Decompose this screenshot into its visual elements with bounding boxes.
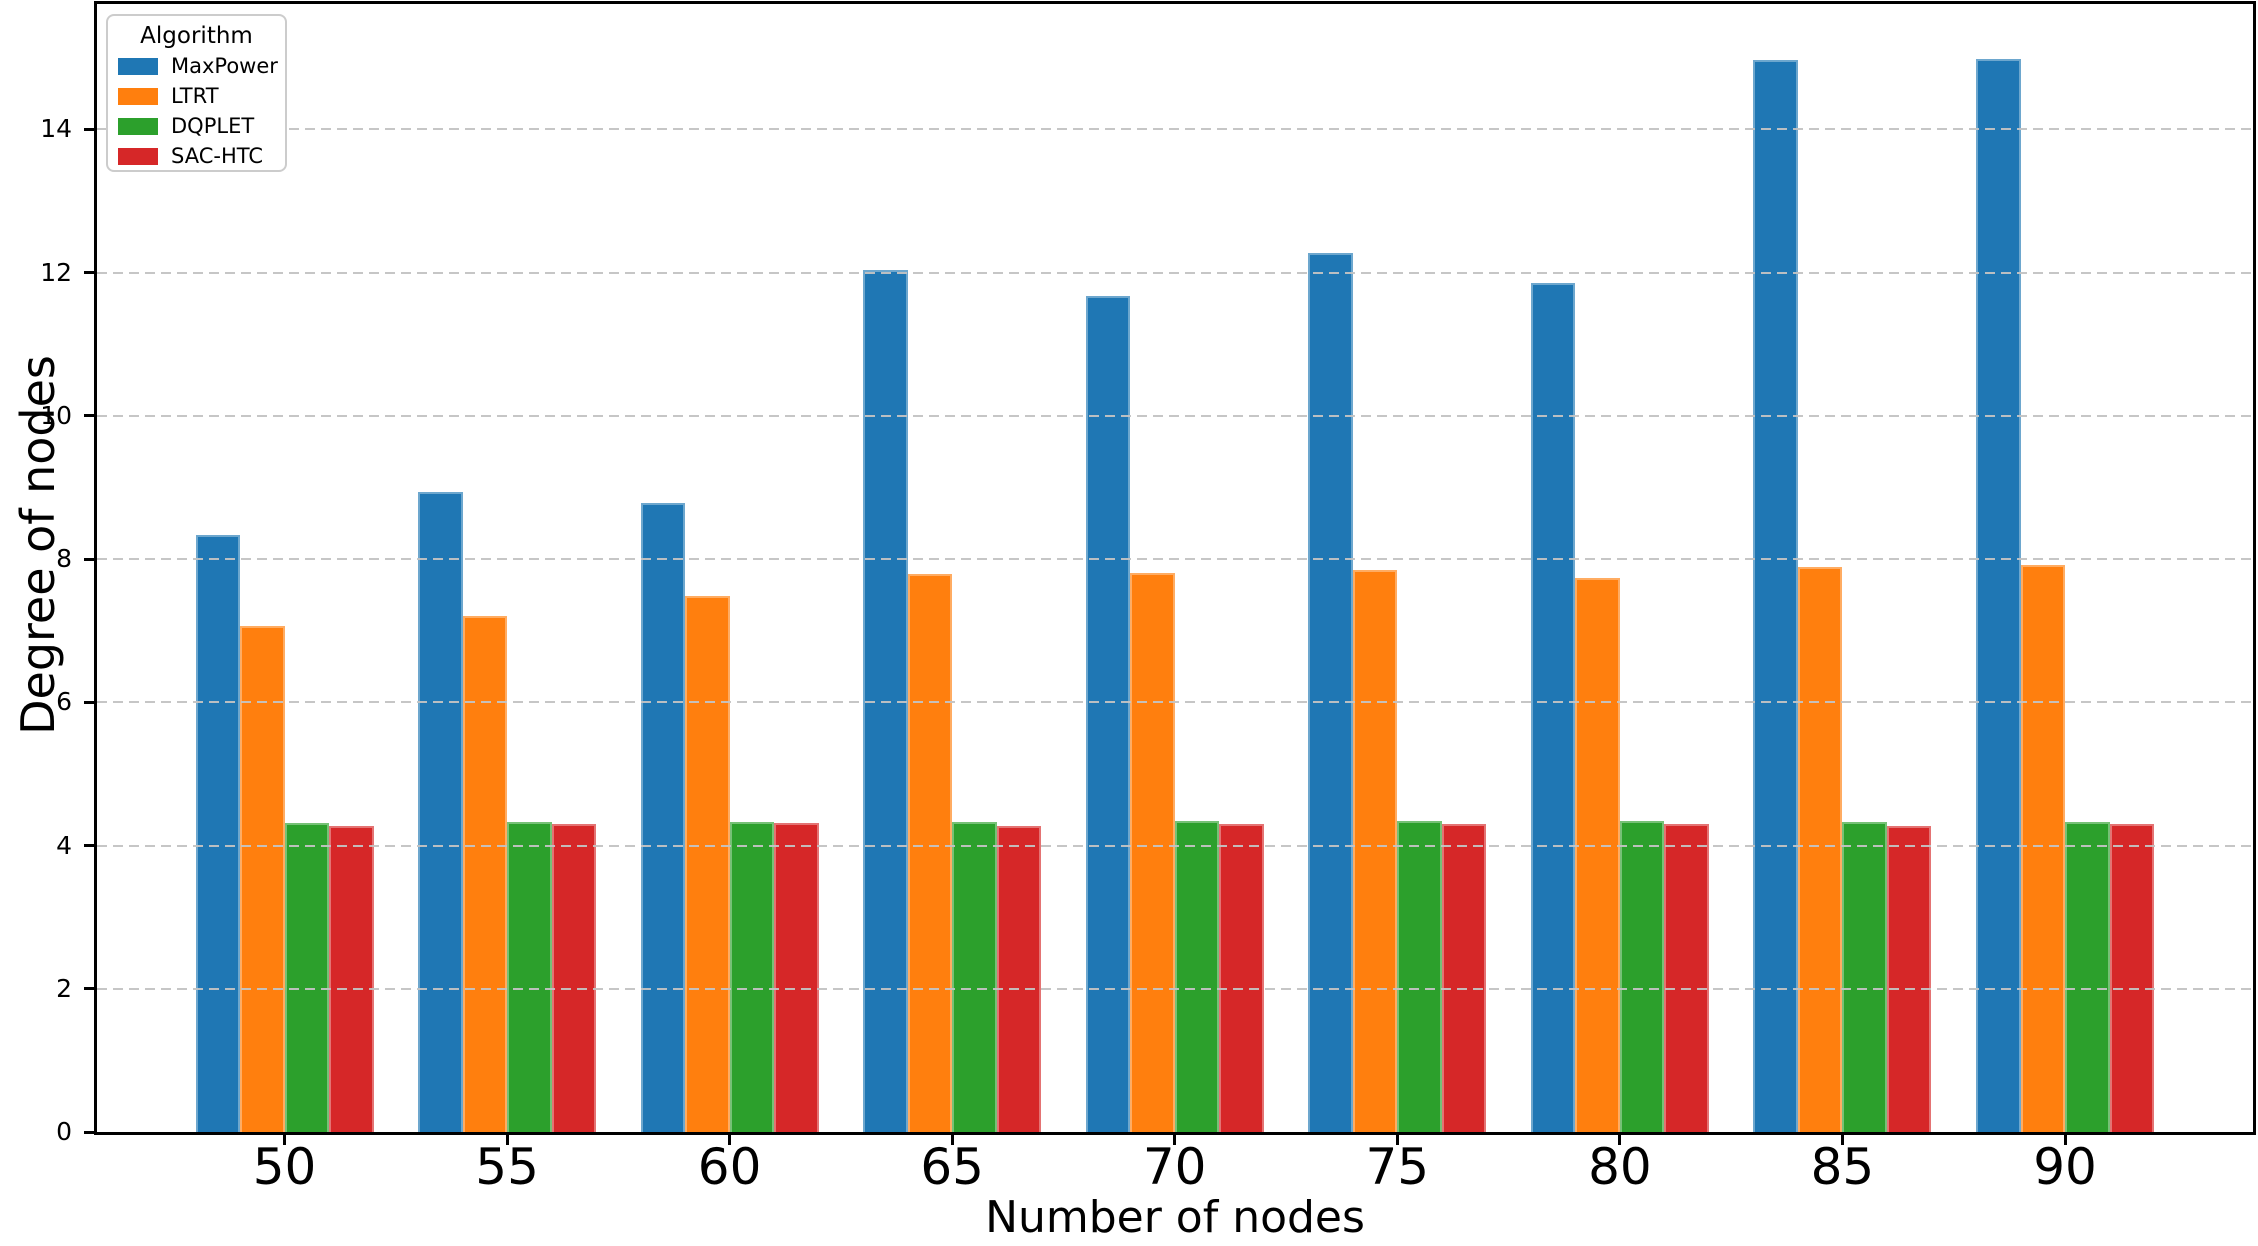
bar-ltrt-90	[2020, 564, 2065, 1132]
bar-ltrt-65	[907, 574, 953, 1132]
legend-title: Algorithm	[140, 23, 253, 49]
bar-dqplet-55	[507, 821, 552, 1132]
y-tick-label-8: 8	[56, 544, 72, 573]
y-tick-mark-6	[84, 700, 94, 704]
x-tick-label-70: 70	[1142, 1138, 1207, 1196]
x-axis-label: Number of nodes	[985, 1192, 1365, 1243]
legend-entry-maxpower: MaxPower	[108, 51, 285, 81]
x-tick-mark-65	[950, 1135, 954, 1145]
y-tick-mark-2	[84, 987, 94, 991]
y-axis-label: Degree of nodes	[11, 355, 65, 735]
x-tick-mark-85	[1840, 1135, 1844, 1145]
bar-ltrt-85	[1797, 566, 1843, 1132]
y-tick-label-10: 10	[40, 400, 72, 430]
y-tick-label-14: 14	[40, 114, 72, 144]
legend-entries: MaxPower LTRT DQPLET SAC-HTC	[108, 51, 285, 171]
y-tick-label-2: 2	[56, 973, 72, 1003]
bar-sac-htc-80	[1664, 824, 1709, 1132]
x-tick-label-50: 50	[252, 1138, 317, 1196]
bar-ltrt-60	[685, 596, 730, 1132]
gridline-y-2	[97, 987, 2253, 990]
x-tick-label-80: 80	[1588, 1138, 1652, 1196]
bar-ltrt-70	[1130, 572, 1175, 1132]
legend-swatch-maxpower	[118, 57, 158, 75]
y-tick-mark-14	[84, 127, 94, 131]
bar-ltrt-50	[240, 626, 285, 1132]
y-tick-mark-8	[84, 557, 94, 561]
x-tick-label-65: 65	[920, 1138, 984, 1196]
bar-sac-htc-90	[2109, 824, 2154, 1132]
bar-dqplet-60	[729, 821, 775, 1132]
y-tick-mark-0	[84, 1130, 94, 1134]
bar-dqplet-50	[284, 822, 329, 1132]
bar-maxpower-60	[640, 503, 686, 1132]
bar-sac-htc-85	[1886, 826, 1932, 1132]
y-tick-mark-4	[84, 844, 94, 847]
bar-maxpower-75	[1308, 252, 1353, 1132]
axis-spine-top	[94, 1, 2256, 4]
bar-maxpower-50	[195, 535, 240, 1132]
y-tick-label-6: 6	[56, 687, 72, 717]
legend-entry-sac-htc: SAC-HTC	[108, 141, 285, 171]
bar-maxpower-80	[1530, 283, 1576, 1132]
bar-sac-htc-60	[774, 823, 819, 1132]
gridline-y-14	[97, 128, 2253, 131]
gridline-y-12	[97, 271, 2253, 274]
legend-swatch-sac-htc	[118, 147, 158, 165]
bar-ltrt-75	[1352, 569, 1398, 1132]
x-tick-label-55: 55	[475, 1138, 539, 1196]
bar-ltrt-55	[462, 615, 508, 1132]
x-tick-label-60: 60	[697, 1138, 762, 1196]
legend-entry-ltrt: LTRT	[108, 81, 285, 111]
legend-swatch-dqplet	[118, 117, 158, 135]
bar-dqplet-70	[1174, 820, 1220, 1132]
gridline-y-10	[97, 414, 2253, 417]
x-tick-label-85: 85	[1810, 1138, 1875, 1196]
axis-spine-bottom	[94, 1132, 2256, 1135]
x-tick-label-75: 75	[1365, 1138, 1430, 1196]
x-tick-mark-80	[1618, 1135, 1622, 1145]
legend: Algorithm MaxPower LTRT DQPLET SAC-HTC	[106, 14, 287, 172]
bar-maxpower-70	[1085, 296, 1131, 1132]
bar-maxpower-85	[1753, 59, 1798, 1132]
axis-spine-left	[94, 1, 97, 1135]
legend-label: MaxPower	[171, 54, 278, 78]
y-tick-label-0: 0	[56, 1117, 72, 1146]
legend-label: DQPLET	[171, 114, 255, 138]
gridline-y-8	[97, 558, 2253, 560]
bar-sac-htc-70	[1219, 824, 1264, 1132]
x-tick-mark-60	[728, 1135, 732, 1145]
y-tick-mark-12	[84, 271, 94, 275]
bar-sac-htc-75	[1441, 824, 1487, 1132]
bar-sac-htc-50	[329, 826, 374, 1132]
bar-dqplet-80	[1619, 820, 1665, 1132]
bar-ltrt-80	[1575, 578, 1620, 1132]
bar-maxpower-55	[418, 492, 463, 1132]
gridline-y-6	[97, 701, 2253, 704]
x-tick-mark-75	[1395, 1135, 1399, 1145]
bar-maxpower-90	[1976, 59, 2021, 1132]
x-tick-mark-55	[505, 1135, 509, 1145]
bar-dqplet-85	[1842, 821, 1887, 1132]
bar-sac-htc-65	[996, 825, 1042, 1132]
legend-label: SAC-HTC	[171, 144, 264, 168]
y-tick-label-4: 4	[56, 830, 72, 860]
legend-swatch-ltrt	[118, 87, 158, 105]
x-tick-label-90: 90	[2033, 1138, 2097, 1196]
bar-dqplet-75	[1397, 820, 1442, 1132]
y-tick-mark-10	[84, 414, 94, 418]
y-tick-label-12: 12	[40, 257, 72, 287]
legend-entry-dqplet: DQPLET	[108, 111, 285, 141]
axis-spine-right	[2253, 1, 2256, 1135]
bar-sac-htc-55	[551, 824, 597, 1132]
x-tick-mark-70	[1173, 1135, 1177, 1145]
x-tick-mark-90	[2063, 1135, 2067, 1145]
bar-dqplet-90	[2065, 821, 2110, 1132]
x-tick-mark-50	[283, 1135, 286, 1145]
bar-dqplet-65	[952, 821, 997, 1132]
legend-label: LTRT	[171, 84, 219, 108]
gridline-y-4	[97, 844, 2253, 847]
